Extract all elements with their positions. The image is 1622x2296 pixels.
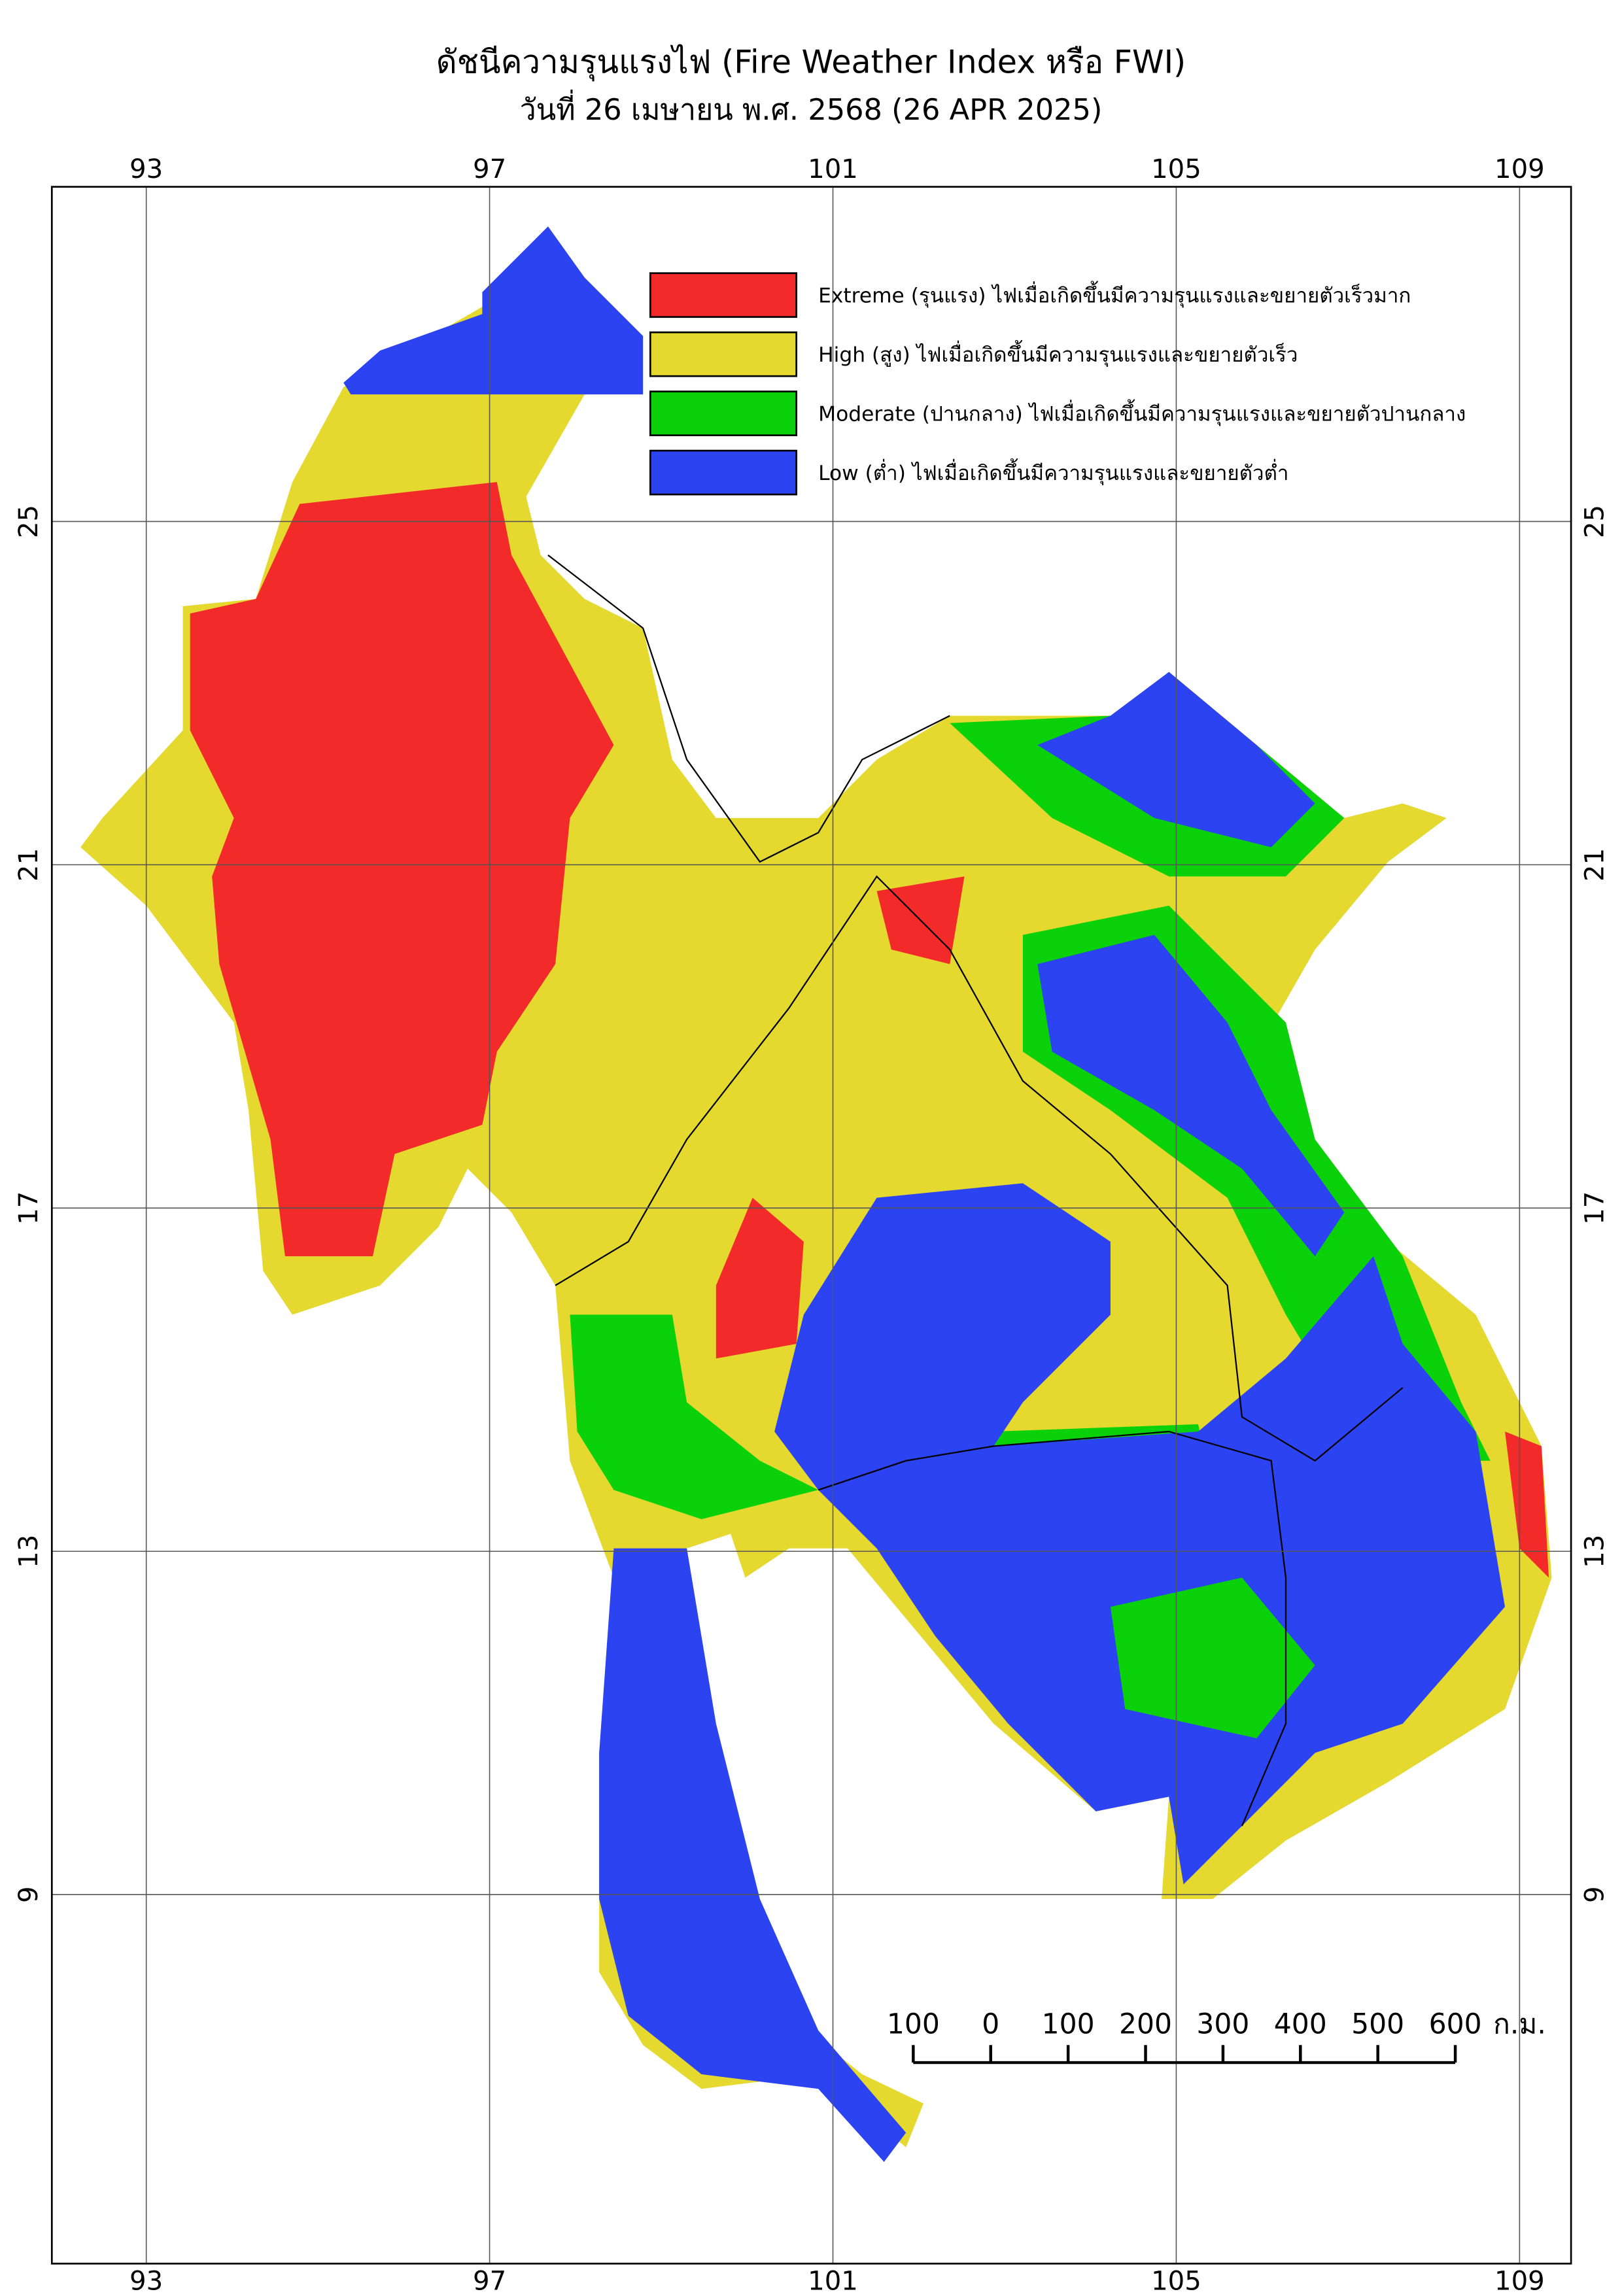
land-areas [80,226,1552,2162]
lon-tick-label: 109 [1494,154,1545,184]
lon-tick-label: 97 [473,154,506,184]
legend-label: Low (ต่ำ) ไฟเมื่อเกิดขึ้นมีความรุนแรงและ… [818,458,1288,486]
low-area [343,226,644,395]
scale-label: 0 [982,2008,999,2040]
extreme-area [1505,1431,1549,1578]
moderate-area [1110,1577,1315,1739]
low-area [774,1183,1506,1885]
lat-tick-label: 9 [14,1886,44,1903]
legend-label: High (สูง) ไฟเมื่อเกิดขึ้นมีความรุนแรงแล… [818,339,1298,368]
lon-tick-label: 109 [1494,2267,1545,2293]
legend-swatch [649,331,798,377]
map-subtitle: วันที่ 26 เมษายน พ.ศ. 2568 (26 APR 2025) [520,90,1103,127]
map-title: ดัชนีความรุนแรงไฟ (Fire Weather Index หร… [436,43,1186,82]
lon-tick-label: 105 [1151,154,1201,184]
scale-label: 500 [1351,2008,1404,2040]
scale-bar: 100 0 100 200 300 400 500 600 ก.ม. [887,2008,1546,2065]
scale-label: 100 [887,2008,940,2040]
legend-swatch [649,390,798,437]
lon-tick-label: 93 [129,154,163,184]
lon-tick-label: 93 [129,2267,163,2293]
low-area [599,1548,906,2162]
moderate-area [570,1314,819,1520]
lat-tick-label: 13 [1579,1535,1610,1568]
lat-tick-label: 17 [14,1191,44,1225]
country-border [547,554,950,863]
lon-tick-label: 97 [473,2267,506,2293]
lat-tick-label: 21 [14,848,44,882]
scale-unit: ก.ม. [1493,2008,1546,2040]
lat-tick-label: 13 [14,1535,44,1568]
extreme-area [190,482,614,1257]
scale-label: 200 [1119,2008,1172,2040]
lon-tick-label: 101 [808,2267,858,2293]
scale-label: 300 [1196,2008,1249,2040]
lon-tick-label: 105 [1151,2267,1201,2293]
legend-label: Extreme (รุนแรง) ไฟเมื่อเกิดขึ้นมีความรุ… [818,280,1411,308]
lat-tick-label: 25 [1579,505,1610,538]
lat-tick-label: 21 [1579,848,1610,882]
legend-swatch [649,272,798,318]
low-area [1037,934,1345,1257]
scale-label: 100 [1042,2008,1095,2040]
map-frame [50,186,1572,2265]
legend: Extreme (รุนแรง) ไฟเมื่อเกิดขึ้นมีความรุ… [649,272,1466,496]
country-border [818,1430,1287,1826]
lon-tick-label: 101 [808,154,858,184]
legend-label: Moderate (ปานกลาง) ไฟเมื่อเกิดขึ้นมีความ… [818,398,1466,426]
scale-label: 400 [1274,2008,1327,2040]
graticule [52,186,1572,2264]
scale-label: 600 [1429,2008,1482,2040]
extreme-area [716,1197,804,1359]
country-border [555,875,1404,1462]
lat-tick-label: 17 [1579,1191,1610,1225]
legend-swatch [649,449,798,496]
lat-tick-label: 25 [14,505,44,538]
lat-tick-label: 9 [1579,1886,1610,1903]
